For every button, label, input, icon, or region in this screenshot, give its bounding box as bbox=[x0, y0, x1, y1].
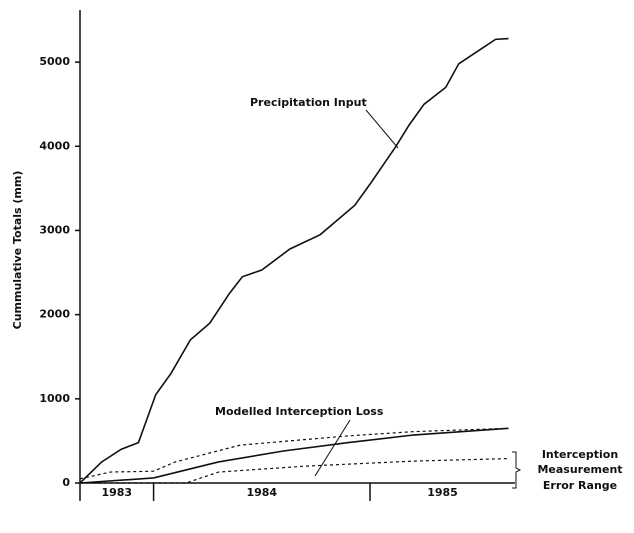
y-tick-label: 5000 bbox=[39, 55, 70, 68]
x-period-label: 1984 bbox=[246, 486, 277, 499]
range-bracket bbox=[512, 451, 522, 489]
annotation: Modelled Interception Loss bbox=[215, 405, 384, 418]
leader-line bbox=[365, 109, 399, 149]
series-line bbox=[79, 37, 509, 484]
range-label: Measurement bbox=[537, 463, 622, 476]
series-line bbox=[79, 427, 509, 484]
x-period-label: 1985 bbox=[427, 486, 458, 499]
y-tick-label: 3000 bbox=[39, 223, 70, 236]
y-axis-label: Cummulative Totals (mm) bbox=[11, 171, 24, 330]
x-period-label: 1983 bbox=[101, 486, 132, 499]
range-label: Interception bbox=[542, 448, 618, 461]
range-label: Error Range bbox=[543, 479, 617, 492]
series-line bbox=[79, 427, 509, 480]
y-tick-label: 2000 bbox=[39, 308, 70, 321]
annotation: Precipitation Input bbox=[250, 96, 367, 109]
leader-line bbox=[314, 419, 351, 477]
y-tick-label: 4000 bbox=[39, 139, 70, 152]
y-tick-label: 0 bbox=[62, 476, 70, 489]
y-tick-label: 1000 bbox=[39, 392, 70, 405]
